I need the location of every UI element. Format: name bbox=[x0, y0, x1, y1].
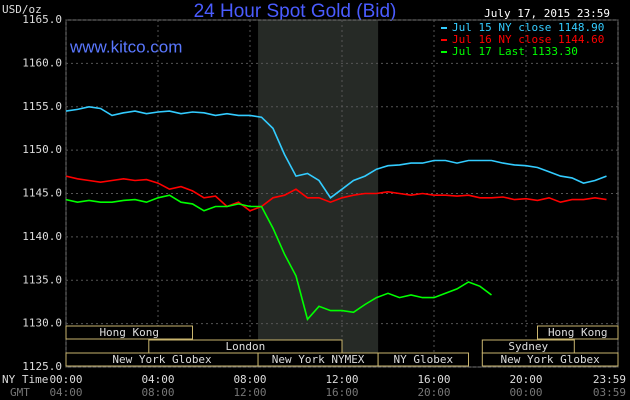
session-box bbox=[377, 352, 469, 367]
gmt-tick-label: 20:00 bbox=[417, 386, 450, 399]
session-label: Hong Kong bbox=[99, 326, 159, 339]
gmt-tick-label: 08:00 bbox=[141, 386, 174, 399]
session-label: Sydney bbox=[508, 340, 548, 353]
x-row-label: NY Time bbox=[2, 373, 48, 386]
series-line bbox=[65, 175, 607, 212]
gmt-tick-label: 12:00 bbox=[233, 386, 266, 399]
x-row-label: GMT bbox=[10, 386, 30, 399]
y-tick-label: 1150.0 bbox=[22, 143, 62, 156]
x-tick-label: 20:00 bbox=[509, 373, 542, 386]
gmt-tick-label: 16:00 bbox=[325, 386, 358, 399]
x-tick-label: 23:59 bbox=[593, 373, 626, 386]
y-tick-label: 1160.0 bbox=[22, 56, 62, 69]
y-tick-label: 1145.0 bbox=[22, 187, 62, 200]
legend-entry: Jul 16 NY close 1144.60 bbox=[452, 33, 604, 46]
chart-title: 24 Hour Spot Gold (Bid) bbox=[194, 1, 397, 22]
session-box bbox=[537, 325, 619, 340]
series-line bbox=[65, 194, 492, 321]
session-box bbox=[65, 325, 193, 340]
x-tick-label: 08:00 bbox=[233, 373, 266, 386]
y-tick-label: 1135.0 bbox=[22, 273, 62, 286]
session-label: Hong Kong bbox=[548, 326, 608, 339]
session-label: NY Globex bbox=[394, 353, 454, 366]
session-label: New York NYMEX bbox=[272, 353, 365, 366]
x-tick-label: 12:00 bbox=[325, 373, 358, 386]
session-box bbox=[481, 352, 619, 367]
unit-label: USD/oz bbox=[2, 3, 42, 16]
site: www.kitco.com bbox=[69, 37, 182, 56]
x-tick-label: 04:00 bbox=[141, 373, 174, 386]
gmt-tick-label: 03:59 bbox=[593, 386, 626, 399]
legend-entry: Jul 17 Last 1133.30 bbox=[452, 45, 578, 58]
series-line bbox=[65, 105, 607, 199]
y-tick-label: 1130.0 bbox=[22, 317, 62, 330]
session-label: London bbox=[226, 340, 266, 353]
gmt-tick-label: 04:00 bbox=[49, 386, 82, 399]
session-label: New York Globex bbox=[500, 353, 600, 366]
gmt-tick-label: 00:00 bbox=[509, 386, 542, 399]
y-tick-label: 1155.0 bbox=[22, 100, 62, 113]
y-tick-label: 1140.0 bbox=[22, 230, 62, 243]
y-tick-label: 1165.0 bbox=[22, 13, 62, 26]
x-tick-label: 00:00 bbox=[49, 373, 82, 386]
y-tick-label: 1125.0 bbox=[22, 360, 62, 373]
legend-entry: Jul 15 NY close 1148.90 bbox=[452, 21, 604, 34]
session-label: New York Globex bbox=[112, 353, 212, 366]
date: July 17, 2015 23:59 bbox=[484, 7, 610, 20]
x-tick-label: 16:00 bbox=[417, 373, 450, 386]
